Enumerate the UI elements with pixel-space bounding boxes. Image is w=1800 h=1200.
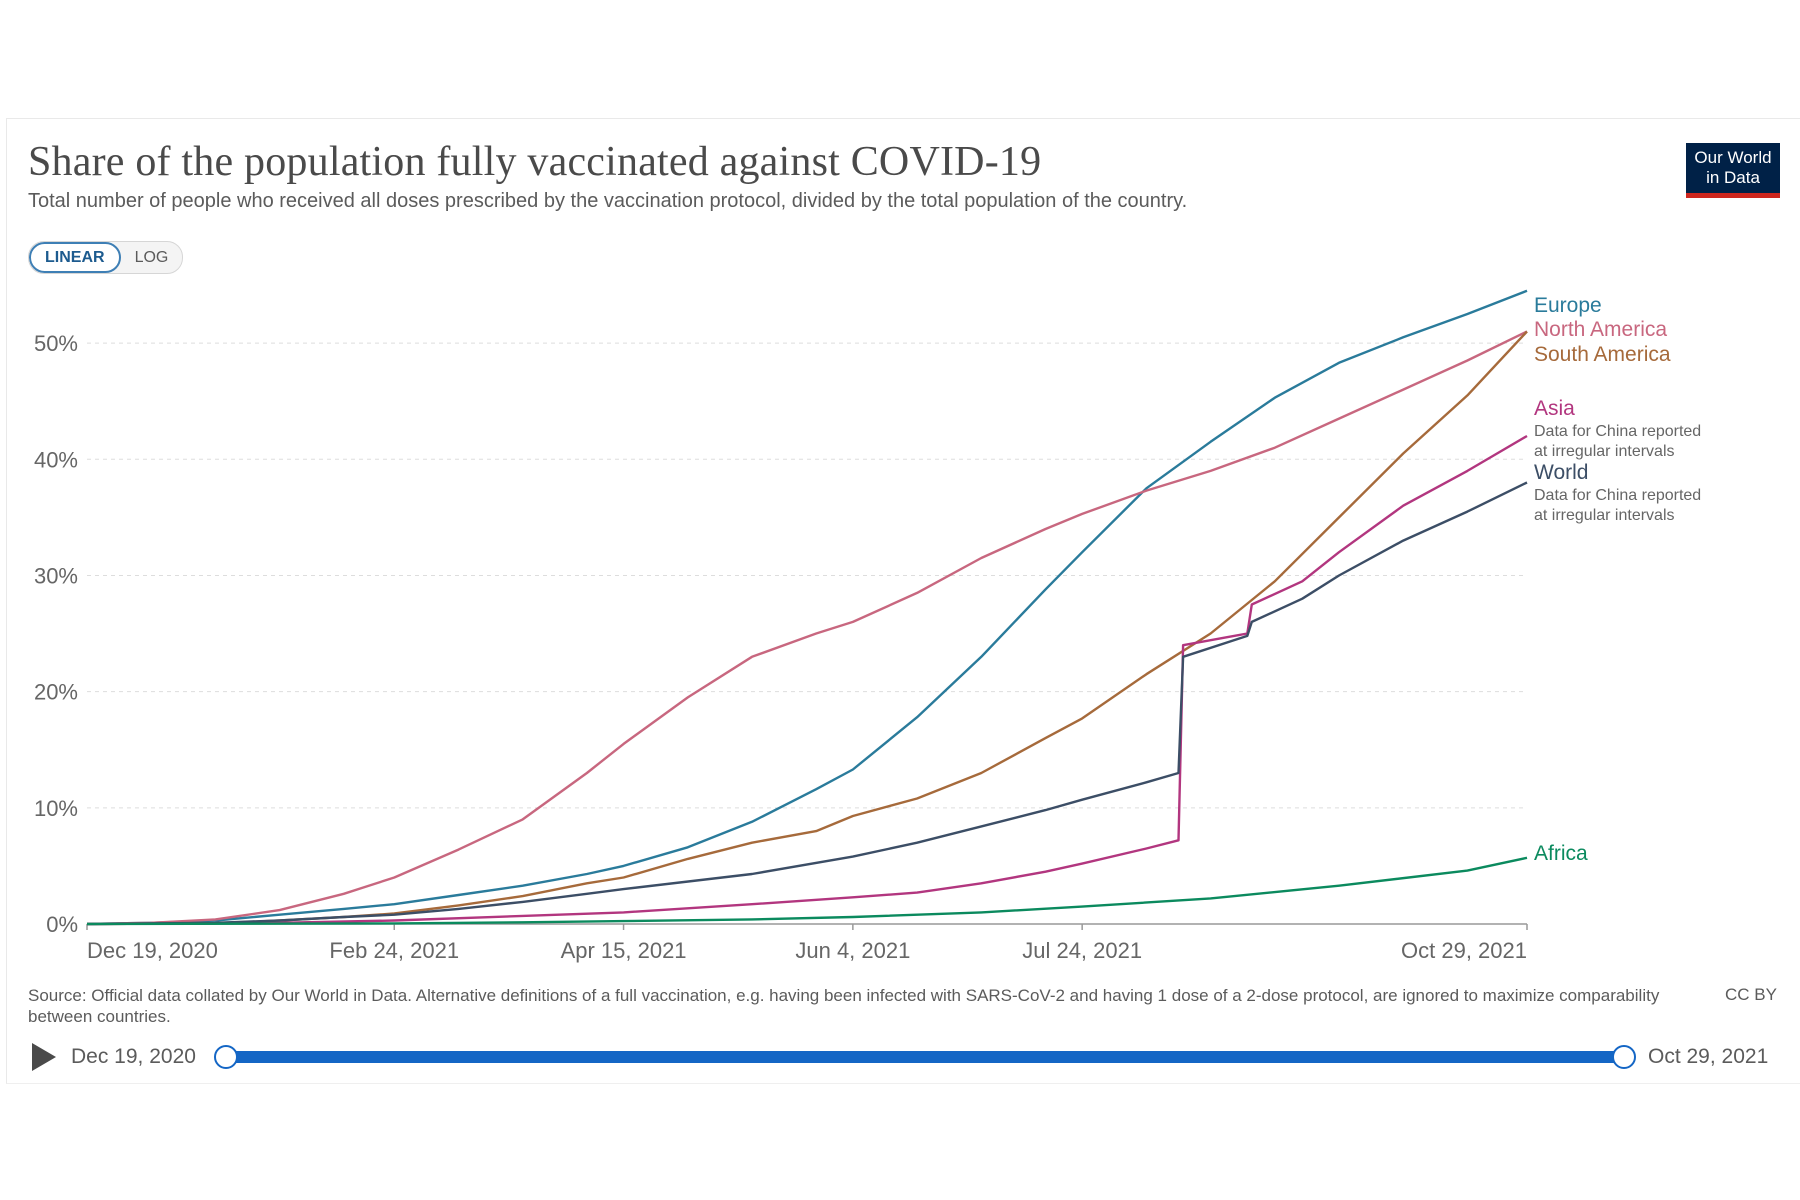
series-label-world[interactable]: World: [1534, 461, 1588, 484]
timeline-end-label: Oct 29, 2021: [1648, 1045, 1769, 1068]
owid-logo[interactable]: Our World in Data: [1686, 143, 1780, 198]
series-line-north-america[interactable]: [86, 330, 1528, 926]
scale-toggle: LINEAR LOG: [28, 241, 184, 274]
logo-line-1: Our World: [1694, 148, 1772, 167]
timeline-track[interactable]: [226, 1051, 1624, 1063]
series-label-north-america[interactable]: North America: [1534, 318, 1667, 341]
x-tick-label: Jul 24, 2021: [1022, 938, 1142, 963]
series-line-africa[interactable]: [86, 856, 1528, 926]
series-line-world[interactable]: [86, 481, 1528, 926]
source-note: Source: Official data collated by Our Wo…: [28, 986, 1660, 1026]
logo-line-2: in Data: [1706, 168, 1760, 187]
series-line-asia[interactable]: [86, 434, 1528, 926]
y-tick-label: 10%: [34, 796, 78, 821]
y-tick-label: 40%: [34, 447, 78, 472]
y-tick-label: 0%: [46, 912, 78, 937]
y-tick-label: 30%: [34, 563, 78, 588]
timeline-start-handle[interactable]: [214, 1045, 238, 1069]
series-label-africa[interactable]: Africa: [1534, 842, 1588, 865]
series-label-asia[interactable]: Asia: [1534, 397, 1575, 420]
y-tick-label: 50%: [34, 331, 78, 356]
chart-title: Share of the population fully vaccinated…: [28, 139, 1042, 185]
series-note-world: Data for China reported: [1534, 487, 1701, 504]
play-icon[interactable]: [32, 1043, 56, 1071]
series-note-asia: at irregular intervals: [1534, 443, 1675, 460]
timeline-end-handle[interactable]: [1612, 1045, 1636, 1069]
series-note-asia: Data for China reported: [1534, 423, 1701, 440]
series-label-south-america[interactable]: South America: [1534, 343, 1671, 366]
x-tick-label: Jun 4, 2021: [795, 938, 910, 963]
x-tick-label: Oct 29, 2021: [1401, 938, 1527, 963]
linear-scale-button[interactable]: LINEAR: [29, 242, 121, 273]
series-line-south-america[interactable]: [86, 330, 1528, 926]
series-label-europe[interactable]: Europe: [1534, 294, 1602, 317]
license-link[interactable]: CC BY: [1725, 985, 1777, 1004]
y-tick-label: 20%: [34, 680, 78, 705]
log-scale-button[interactable]: LOG: [134, 249, 169, 266]
x-tick-label: Dec 19, 2020: [87, 938, 218, 963]
x-tick-label: Feb 24, 2021: [329, 938, 459, 963]
x-tick-label: Apr 15, 2021: [561, 938, 687, 963]
timeline-start-label: Dec 19, 2020: [71, 1045, 196, 1068]
chart-subtitle: Total number of people who received all …: [28, 190, 1188, 212]
series-line-europe[interactable]: [86, 289, 1528, 926]
series-note-world: at irregular intervals: [1534, 507, 1675, 524]
